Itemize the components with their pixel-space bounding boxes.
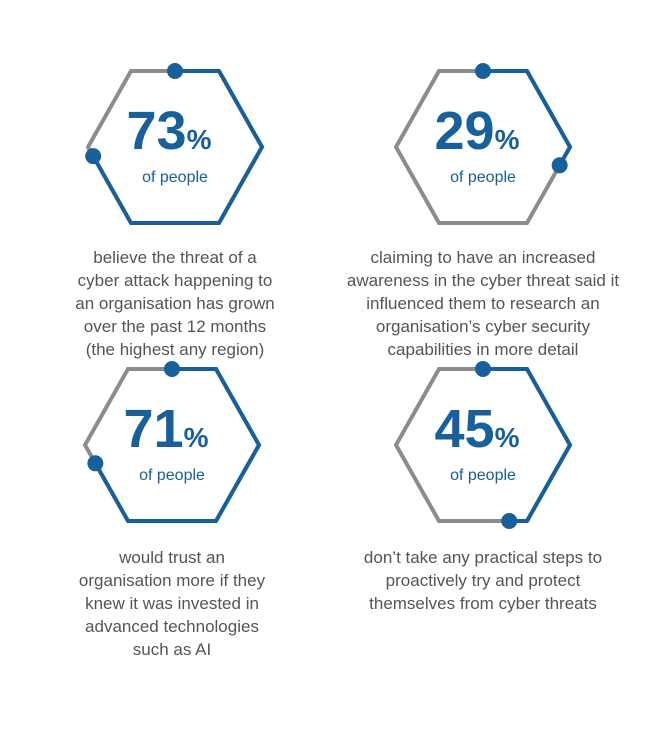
- caption-line: organisation’s cyber security: [376, 317, 591, 336]
- stat-value: 29: [435, 101, 495, 161]
- progress-arc: [82, 367, 262, 523]
- percent-sign: %: [187, 124, 212, 155]
- caption-line: believe the threat of a: [93, 248, 257, 267]
- stat-subtitle: of people: [139, 467, 205, 484]
- percent-sign: %: [495, 124, 520, 155]
- caption-line: claiming to have an increased: [371, 248, 596, 267]
- start-dot: [167, 63, 183, 79]
- percent-sign: %: [184, 422, 209, 453]
- caption-line: an organisation has grown: [75, 294, 274, 313]
- caption-line: proactively try and protect: [386, 571, 581, 590]
- caption-line: knew it was invested in: [85, 594, 259, 613]
- progress-arc: [393, 69, 573, 225]
- caption-line: themselves from cyber threats: [369, 594, 597, 613]
- start-dot: [475, 63, 491, 79]
- end-dot: [551, 157, 568, 174]
- caption-line: such as AI: [133, 640, 211, 659]
- caption-line: (the highest any region): [86, 340, 265, 359]
- caption-line: awareness in the cyber threat said it: [347, 271, 619, 290]
- progress-arc: [85, 69, 265, 225]
- caption-line: cyber attack happening to: [78, 271, 273, 290]
- start-dot: [164, 361, 180, 377]
- start-dot: [475, 361, 491, 377]
- end-dot: [501, 513, 518, 529]
- progress-arc: [393, 367, 573, 523]
- stat-subtitle: of people: [450, 169, 516, 186]
- stat-number: 73%: [127, 101, 212, 161]
- caption-line: over the past 12 months: [84, 317, 266, 336]
- caption-line: would trust an: [118, 548, 225, 567]
- end-dot: [87, 455, 104, 472]
- stat-subtitle: of people: [450, 467, 516, 484]
- stat-value: 71: [124, 399, 184, 459]
- end-dot: [85, 148, 102, 165]
- stat-value: 45: [435, 399, 495, 459]
- stat-subtitle: of people: [142, 169, 208, 186]
- stat-value: 73: [127, 101, 187, 161]
- caption-line: organisation more if they: [79, 571, 266, 590]
- caption-line: capabilities in more detail: [388, 340, 579, 359]
- percent-sign: %: [495, 422, 520, 453]
- caption-line: don’t take any practical steps to: [364, 548, 602, 567]
- stat-number: 71%: [124, 399, 209, 459]
- stat-number: 29%: [435, 101, 520, 161]
- caption-line: advanced technologies: [85, 617, 259, 636]
- stat-number: 45%: [435, 399, 520, 459]
- caption-line: influenced them to research an: [366, 294, 599, 313]
